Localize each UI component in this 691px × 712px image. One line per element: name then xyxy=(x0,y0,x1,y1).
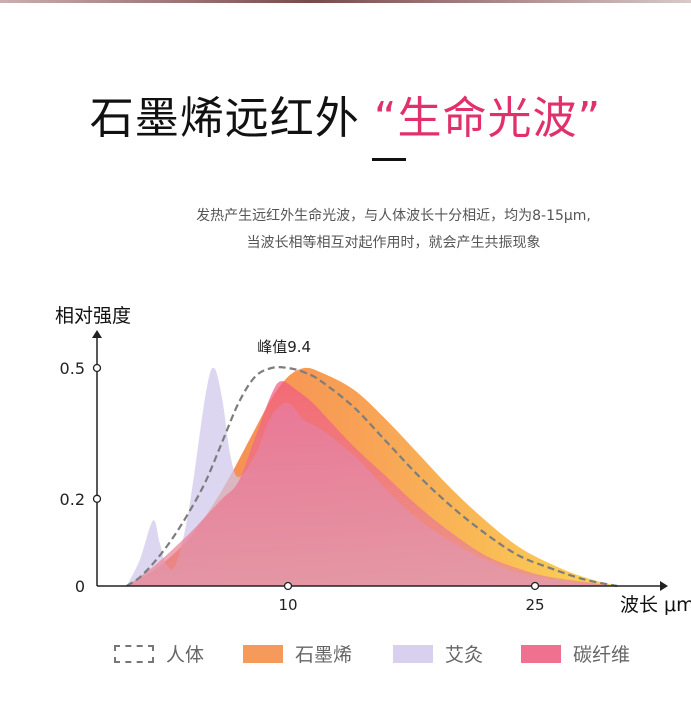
subtitle-line-1: 发热产生远红外生命光波，与人体波长十分相近，均为8-15μm, xyxy=(196,208,591,224)
legend-label-carbon: 碳纤维 xyxy=(573,644,631,666)
subtitle-line-2: 当波长相等相互对起作用时，就会产生共振现象 xyxy=(246,235,541,251)
y-tick-label: 0.5 xyxy=(60,359,85,378)
legend-label-graphene: 石墨烯 xyxy=(295,644,353,666)
legend-swatch-carbon xyxy=(521,644,561,663)
legend-item-graphene: 石墨烯 xyxy=(243,640,352,667)
top-border xyxy=(0,0,691,3)
legend-swatch-moxa xyxy=(393,644,433,663)
legend-label-human: 人体 xyxy=(166,644,205,666)
x-axis-label: 波长 μm xyxy=(620,594,691,616)
x-tick-label: 25 xyxy=(525,596,544,614)
legend-label-moxa: 艾灸 xyxy=(445,644,484,666)
title-main: 石墨烯远红外 xyxy=(89,93,360,144)
peak-annotation: 峰值9.4 xyxy=(257,338,311,356)
series-carbon-fiber-area xyxy=(126,381,618,586)
legend-item-human: 人体 xyxy=(114,640,204,667)
y-tick-marker xyxy=(92,494,102,503)
chart-legend: 人体 石墨烯 艾灸 碳纤维 xyxy=(0,640,691,670)
legend-swatch-human xyxy=(114,644,154,663)
x-axis-arrow xyxy=(660,581,668,591)
x-tick-label: 10 xyxy=(278,596,297,614)
series-human-line xyxy=(126,366,618,588)
x-tick-marker xyxy=(530,581,540,591)
x-tick-marker xyxy=(283,581,293,591)
title-divider xyxy=(372,158,406,161)
legend-item-carbon: 碳纤维 xyxy=(521,640,630,667)
legend-item-moxa: 艾灸 xyxy=(393,640,483,667)
y-tick-label: 0 xyxy=(75,577,85,596)
spectrum-chart: 0 0.2 0.5 10 25 峰值9.4 相对强度 波长 μm xyxy=(55,305,691,616)
y-axis-arrow xyxy=(92,330,102,338)
title-accent: “生命光波” xyxy=(373,93,602,144)
plot-area: 0 0.2 0.5 10 25 峰值9.4 xyxy=(60,330,668,614)
y-tick-label: 0.2 xyxy=(60,490,85,509)
y-axis-label: 相对强度 xyxy=(55,305,131,327)
y-tick-marker xyxy=(92,363,102,373)
page-title: 石墨烯远红外 “生命光波” xyxy=(0,82,691,146)
legend-swatch-graphene xyxy=(243,644,283,663)
